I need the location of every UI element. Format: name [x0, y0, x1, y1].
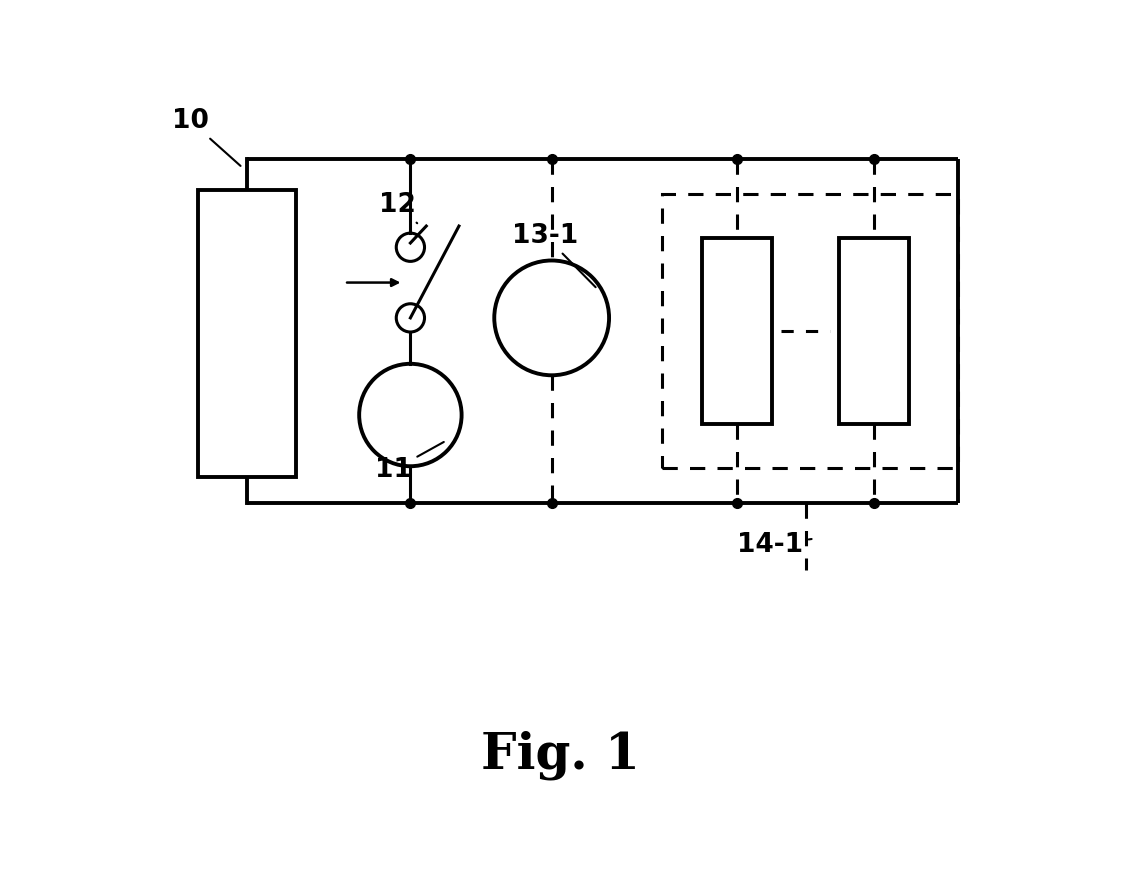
Bar	[198, 190, 296, 477]
Text: 13-1: 13-1	[512, 223, 595, 287]
Bar	[702, 238, 772, 424]
Text: 10: 10	[172, 108, 241, 166]
Text: 14-1: 14-1	[738, 532, 812, 558]
Bar	[663, 194, 957, 468]
Text: 12: 12	[380, 192, 417, 223]
Text: 11: 11	[376, 442, 444, 483]
Bar	[839, 238, 909, 424]
Text: Fig. 1: Fig. 1	[481, 730, 640, 780]
